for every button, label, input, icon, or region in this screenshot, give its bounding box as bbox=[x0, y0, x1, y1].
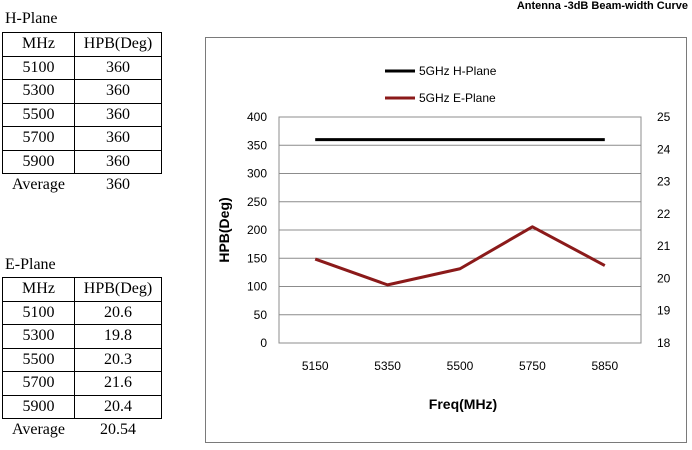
table-row: 5900 360 bbox=[2, 149, 162, 174]
cell-mhz: 5100 bbox=[2, 55, 75, 80]
table-row: 5900 20.4 bbox=[2, 394, 162, 419]
average-value: 20.54 bbox=[100, 421, 136, 439]
table-row: 5100 20.6 bbox=[2, 300, 162, 325]
y2-tick-label: 22 bbox=[657, 207, 671, 221]
cell-hpb: 21.6 bbox=[74, 371, 162, 396]
header-hpb: HPB(Deg) bbox=[74, 32, 162, 57]
cell-hpb: 19.8 bbox=[74, 324, 162, 349]
table-row: 5100 360 bbox=[2, 55, 162, 80]
y2-tick-label: 24 bbox=[657, 142, 671, 156]
cell-mhz: 5900 bbox=[2, 149, 75, 174]
x-tick-label: 5750 bbox=[519, 359, 546, 373]
y-tick-label: 200 bbox=[247, 223, 267, 237]
table-row: 5500 360 bbox=[2, 102, 162, 127]
cell-hpb: 360 bbox=[74, 102, 162, 127]
y2-tick-label: 25 bbox=[657, 110, 671, 124]
table-average-row: Average 360 bbox=[3, 174, 162, 197]
cell-mhz: 5900 bbox=[2, 394, 75, 419]
chart-frame: 0 50 100 150 200 250 300 350 400 18 19 20 21 22 23 24 25… bbox=[205, 37, 687, 443]
y-tick-label: 350 bbox=[247, 138, 267, 152]
table-row: 5500 20.3 bbox=[2, 347, 162, 372]
y-tick-label: 300 bbox=[247, 167, 267, 181]
table-row: 5300 19.8 bbox=[2, 324, 162, 349]
table-average-row: Average 20.54 bbox=[3, 419, 162, 442]
y-tick-label: 400 bbox=[247, 110, 267, 124]
average-label: Average bbox=[12, 421, 65, 439]
x-tick-label: 5150 bbox=[302, 359, 329, 373]
cell-mhz: 5500 bbox=[2, 347, 75, 372]
legend-label: 5GHz E-Plane bbox=[419, 91, 496, 105]
y-tick-label: 50 bbox=[254, 308, 268, 322]
h-plane-label: H-Plane bbox=[5, 10, 58, 27]
y2-tick-label: 18 bbox=[657, 336, 671, 350]
y2-tick-label: 21 bbox=[657, 239, 671, 253]
average-value: 360 bbox=[106, 176, 130, 194]
cell-mhz: 5500 bbox=[2, 102, 75, 127]
table-row: 5700 21.6 bbox=[2, 371, 162, 396]
x-tick-label: 5850 bbox=[591, 359, 618, 373]
document-title: Antenna -3dB Beam-width Curve bbox=[516, 0, 688, 12]
cell-hpb: 20.4 bbox=[74, 394, 162, 419]
cell-mhz: 5300 bbox=[2, 79, 75, 104]
header-hpb: HPB(Deg) bbox=[74, 277, 162, 302]
y-tick-label: 250 bbox=[247, 195, 267, 209]
header-mhz: MHz bbox=[2, 277, 75, 302]
series-line-5ghz-e-plane bbox=[314, 225, 606, 287]
table-row: 5700 360 bbox=[2, 126, 162, 151]
header-mhz: MHz bbox=[2, 32, 75, 57]
cell-mhz: 5300 bbox=[2, 324, 75, 349]
y2-tick-label: 20 bbox=[657, 271, 671, 285]
cell-hpb: 20.3 bbox=[74, 347, 162, 372]
beam-width-chart: 0 50 100 150 200 250 300 350 400 18 19 20 21 22 23 24 25… bbox=[216, 64, 671, 412]
x-axis-title: Freq(MHz) bbox=[429, 396, 497, 412]
plot-area-border bbox=[278, 116, 642, 344]
cell-hpb: 360 bbox=[74, 149, 162, 174]
e-plane-label: E-Plane bbox=[5, 256, 56, 273]
x-tick-label: 5350 bbox=[374, 359, 401, 373]
y-axis-title: HPB(Deg) bbox=[216, 197, 232, 262]
y-tick-label: 0 bbox=[260, 336, 267, 350]
cell-mhz: 5700 bbox=[2, 126, 75, 151]
y-tick-label: 100 bbox=[247, 280, 267, 294]
table-row: 5300 360 bbox=[2, 79, 162, 104]
cell-hpb: 360 bbox=[74, 55, 162, 80]
table-header-row: MHz HPB(Deg) bbox=[2, 32, 162, 57]
x-tick-label: 5500 bbox=[447, 359, 474, 373]
e-plane-table: MHz HPB(Deg) 5100 20.6 5300 19.8 5500 20… bbox=[2, 277, 162, 442]
cell-hpb: 20.6 bbox=[74, 300, 162, 325]
y-tick-label: 150 bbox=[247, 251, 267, 265]
legend-label: 5GHz H-Plane bbox=[419, 64, 497, 78]
y2-tick-label: 19 bbox=[657, 304, 671, 318]
table-header-row: MHz HPB(Deg) bbox=[2, 277, 162, 302]
cell-mhz: 5100 bbox=[2, 300, 75, 325]
cell-hpb: 360 bbox=[74, 79, 162, 104]
h-plane-table: MHz HPB(Deg) 5100 360 5300 360 5500 360 … bbox=[2, 32, 162, 197]
average-label: Average bbox=[12, 176, 65, 194]
cell-mhz: 5700 bbox=[2, 371, 75, 396]
y2-tick-label: 23 bbox=[657, 175, 671, 189]
cell-hpb: 360 bbox=[74, 126, 162, 151]
